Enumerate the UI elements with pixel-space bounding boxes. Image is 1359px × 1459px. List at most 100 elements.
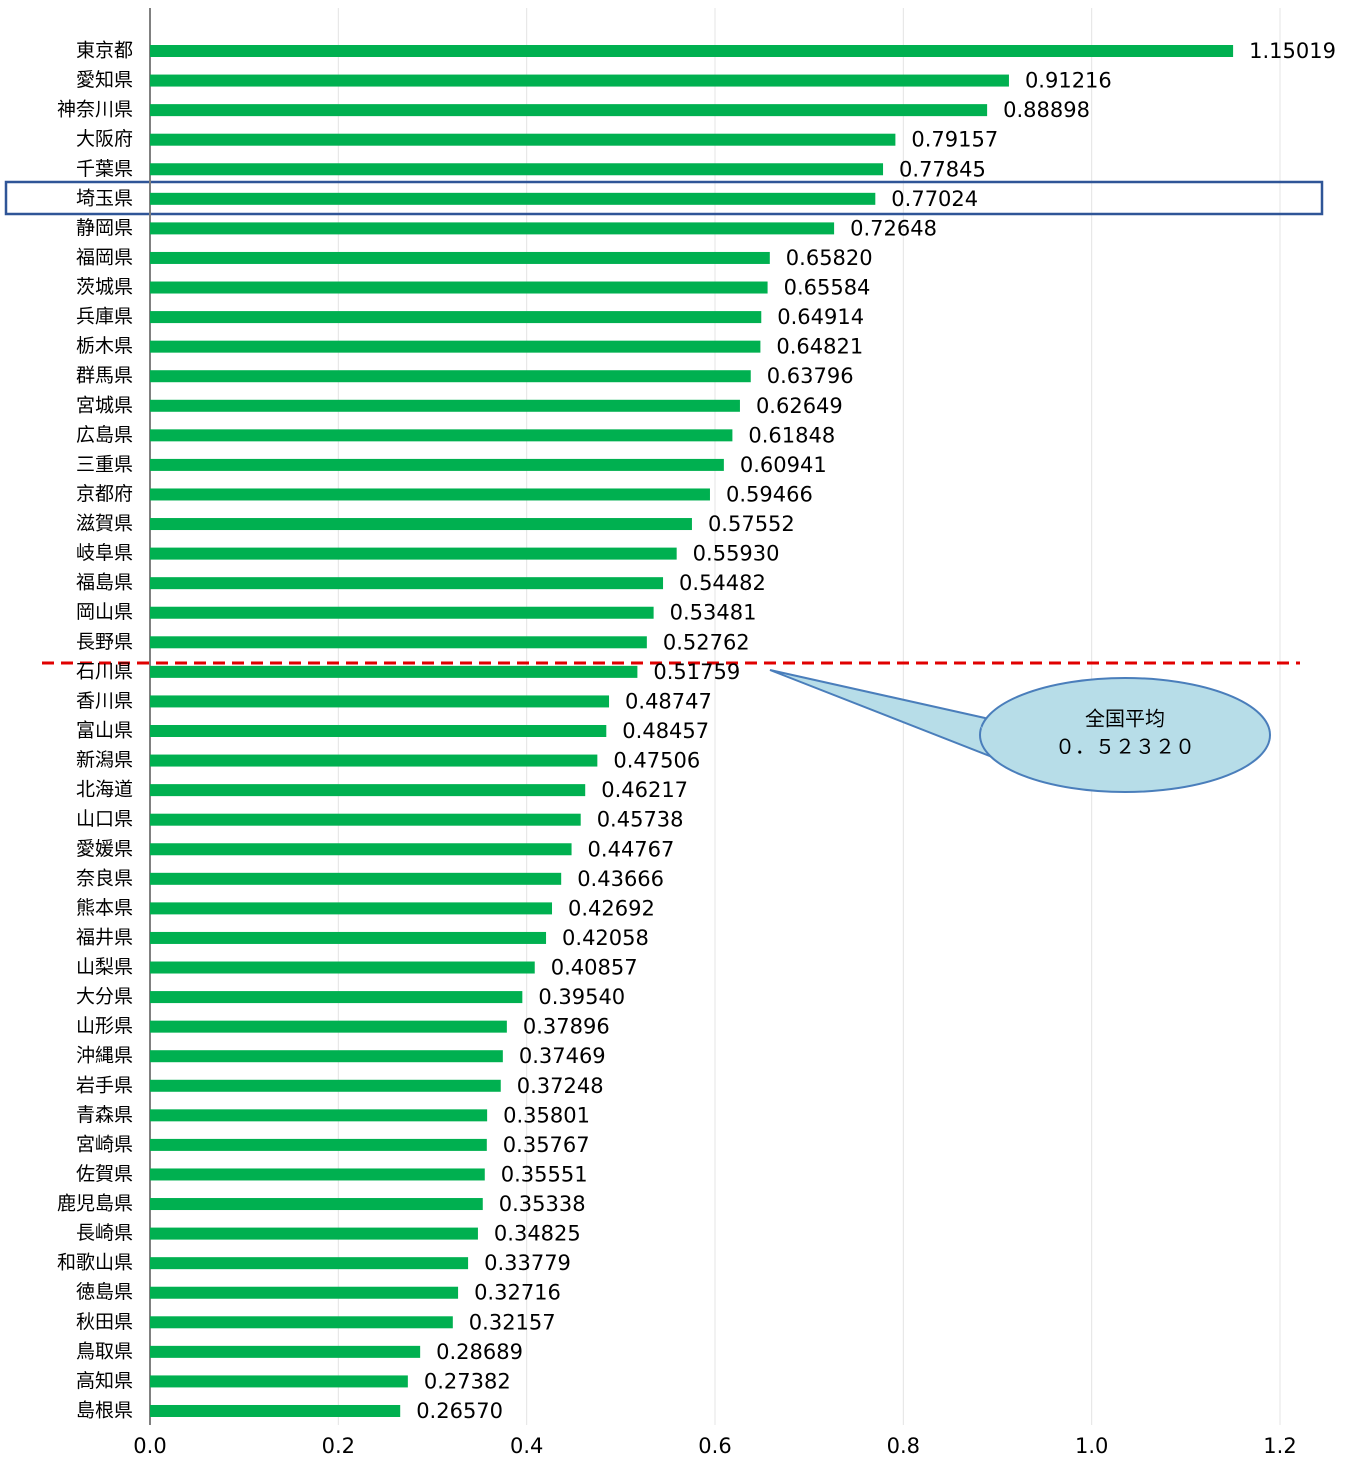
bar [150, 192, 876, 205]
bar [150, 902, 553, 915]
value-label: 0.64914 [777, 305, 864, 329]
category-label: 島根県 [76, 1399, 133, 1421]
category-label: 岩手県 [76, 1074, 133, 1096]
bar [150, 45, 1234, 57]
value-label: 0.91216 [1025, 69, 1112, 93]
bar [150, 695, 610, 708]
x-tick-label: 0.2 [322, 1434, 355, 1458]
value-label: 0.35338 [499, 1192, 586, 1216]
category-label: 沖縄県 [76, 1045, 133, 1067]
bar [150, 606, 654, 619]
category-label: 京都府 [76, 483, 133, 505]
bar [150, 665, 638, 678]
category-label: 兵庫県 [76, 306, 133, 328]
value-label: 0.52762 [663, 630, 750, 654]
highlight-box [4, 180, 1324, 216]
bar [150, 724, 607, 737]
bar [150, 931, 547, 944]
category-label: 茨城県 [76, 276, 133, 298]
x-tick-label: 0.4 [510, 1434, 543, 1458]
category-label: 山形県 [76, 1015, 133, 1037]
bar [150, 1020, 507, 1033]
bar [150, 1257, 469, 1270]
bar [150, 458, 724, 471]
category-label: 香川県 [76, 690, 133, 712]
bar [150, 1316, 453, 1329]
value-label: 0.44767 [588, 837, 675, 861]
bar [150, 518, 692, 531]
category-label: 新潟県 [76, 749, 133, 771]
value-label: 0.27382 [424, 1369, 511, 1393]
value-label: 0.26570 [416, 1399, 503, 1423]
bar [150, 1050, 503, 1063]
bar [150, 1138, 487, 1151]
bar [150, 872, 562, 885]
category-label: 福岡県 [76, 246, 133, 268]
category-label: 山梨県 [76, 956, 133, 978]
value-label: 0.39540 [538, 985, 625, 1009]
category-label: 千葉県 [76, 158, 133, 180]
value-label: 0.54482 [679, 571, 766, 595]
value-label: 0.35767 [503, 1133, 590, 1157]
category-label: 福島県 [76, 572, 133, 594]
value-label: 0.42692 [568, 896, 655, 920]
bar [150, 991, 523, 1004]
value-label: 0.79157 [911, 128, 998, 152]
callout: 全国平均 ０．５２３２０ [769, 669, 1271, 793]
category-label: 石川県 [76, 660, 133, 682]
category-label: 群馬県 [76, 365, 133, 387]
category-label: 山口県 [76, 808, 133, 830]
category-label: 宮城県 [76, 394, 133, 416]
category-label: 岡山県 [76, 601, 133, 623]
bar [150, 547, 677, 560]
bar [150, 843, 572, 856]
value-label: 0.61848 [748, 423, 835, 447]
value-label: 0.28689 [436, 1340, 523, 1364]
bar [150, 754, 598, 767]
value-label: 0.45738 [597, 808, 684, 832]
category-label: 徳島県 [76, 1281, 133, 1303]
category-label: 岐阜県 [76, 542, 133, 564]
value-label: 0.60941 [740, 453, 827, 477]
value-label: 0.53481 [670, 601, 757, 625]
bar [150, 577, 664, 590]
category-label: 滋賀県 [76, 513, 133, 535]
bar [150, 961, 535, 974]
category-label: 埼玉県 [76, 187, 133, 209]
bar [150, 429, 733, 442]
bar [150, 251, 770, 264]
value-label: 0.65820 [786, 246, 873, 270]
annotation-label: 全国平均 [1085, 707, 1165, 731]
value-label: 0.46217 [601, 778, 688, 802]
value-label: 0.77024 [891, 187, 978, 211]
value-label: 0.57552 [708, 512, 795, 536]
value-label: 0.37248 [517, 1074, 604, 1098]
bar [150, 281, 768, 294]
value-label: 0.35801 [503, 1103, 590, 1127]
bar [150, 813, 581, 826]
bar [150, 1286, 459, 1299]
bar [150, 1109, 488, 1122]
value-label: 0.32716 [474, 1281, 561, 1305]
value-label: 0.72648 [850, 216, 937, 240]
x-tick-label: 0.8 [887, 1434, 920, 1458]
bar [150, 1079, 501, 1092]
bar [150, 1198, 483, 1211]
bar [150, 133, 896, 146]
x-tick-label: 0.0 [133, 1434, 166, 1458]
category-label: 広島県 [76, 424, 133, 446]
value-label: 0.40857 [551, 956, 638, 980]
value-label: 0.55930 [693, 542, 780, 566]
category-label: 愛知県 [76, 69, 133, 91]
category-label: 青森県 [76, 1104, 133, 1126]
bar [150, 370, 751, 383]
value-label: 0.35551 [501, 1162, 588, 1186]
bar [150, 1168, 485, 1181]
x-tick-label: 1.0 [1075, 1434, 1108, 1458]
value-label: 0.62649 [756, 394, 843, 418]
bar [150, 1404, 401, 1417]
callout-joint [978, 722, 1000, 760]
category-label: 長野県 [76, 631, 133, 653]
category-label: 神奈川県 [57, 99, 133, 121]
